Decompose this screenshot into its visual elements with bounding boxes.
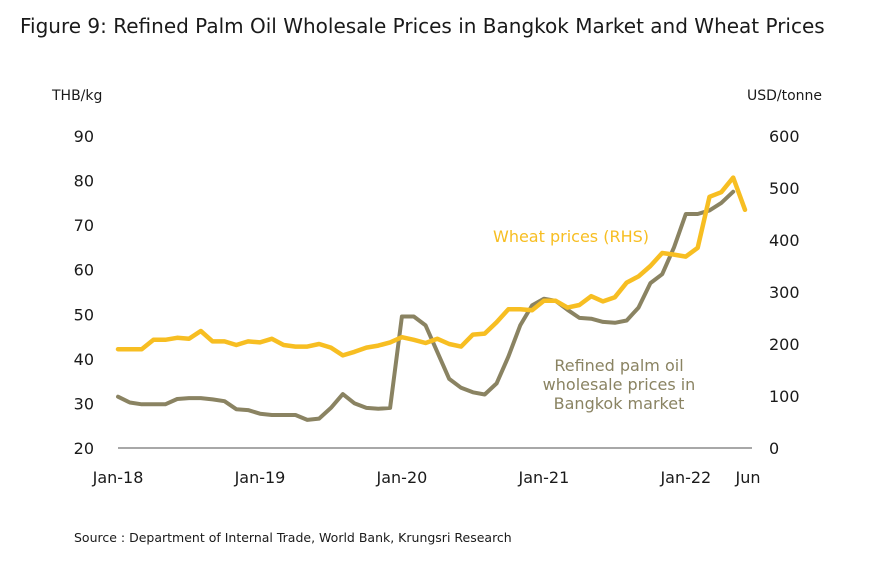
source-note: Source : Department of Internal Trade, W…: [74, 530, 512, 545]
x-axis-tick-label: Jan-21: [517, 468, 569, 487]
left-axis-tick-label: 40: [74, 350, 94, 369]
palm-oil-series-line: [116, 189, 736, 422]
right-axis-tick-label: 400: [769, 231, 800, 250]
left-axis-tick-label: 70: [74, 216, 94, 235]
x-axis-ticks: Jan-18 Jan-19 Jan-20 Jan-21 Jan-22 Jun: [92, 468, 761, 487]
right-axis-tick-label: 200: [769, 335, 800, 354]
right-axis-tick-label: 100: [769, 387, 800, 406]
palm-annotation-line: Refined palm oil: [554, 356, 683, 375]
left-axis-tick-label: 30: [74, 394, 94, 413]
right-axis-tick-label: 0: [769, 439, 779, 458]
left-axis-tick-label: 20: [74, 439, 94, 458]
palm-annotation-line: Bangkok market: [554, 394, 685, 413]
right-axis-tick-label: 600: [769, 127, 800, 146]
left-axis-unit-label: THB/kg: [51, 88, 102, 104]
wheat-series-line: [115, 175, 748, 358]
left-axis-tick-label: 90: [74, 127, 94, 146]
palm-annotation-line: wholesale prices in: [543, 375, 696, 394]
left-axis-tick-label: 60: [74, 261, 94, 280]
x-axis-tick-label: Jan-18: [92, 468, 144, 487]
left-axis-tick-label: 50: [74, 305, 94, 324]
x-axis-tick-label: Jan-20: [376, 468, 428, 487]
x-axis-tick-label: Jan-19: [234, 468, 286, 487]
series-lines: [115, 175, 748, 422]
right-axis-ticks: 0 100 200 300 400 500 600: [769, 127, 800, 458]
chart-title: Figure 9: Refined Palm Oil Wholesale Pri…: [20, 14, 825, 38]
left-axis-ticks: 20 30 40 50 60 70 80 90: [74, 127, 94, 458]
x-axis-tick-label: Jan-22: [659, 468, 711, 487]
right-axis-tick-label: 300: [769, 283, 800, 302]
x-axis-tick-label: Jun: [735, 468, 761, 487]
right-axis-tick-label: 500: [769, 179, 800, 198]
wheat-series-annotation: Wheat prices (RHS): [493, 227, 649, 246]
right-axis-unit-label: USD/tonne: [747, 88, 822, 104]
left-axis-tick-label: 80: [74, 172, 94, 191]
palm-series-annotation: Refined palm oil wholesale prices in Ban…: [543, 356, 696, 413]
